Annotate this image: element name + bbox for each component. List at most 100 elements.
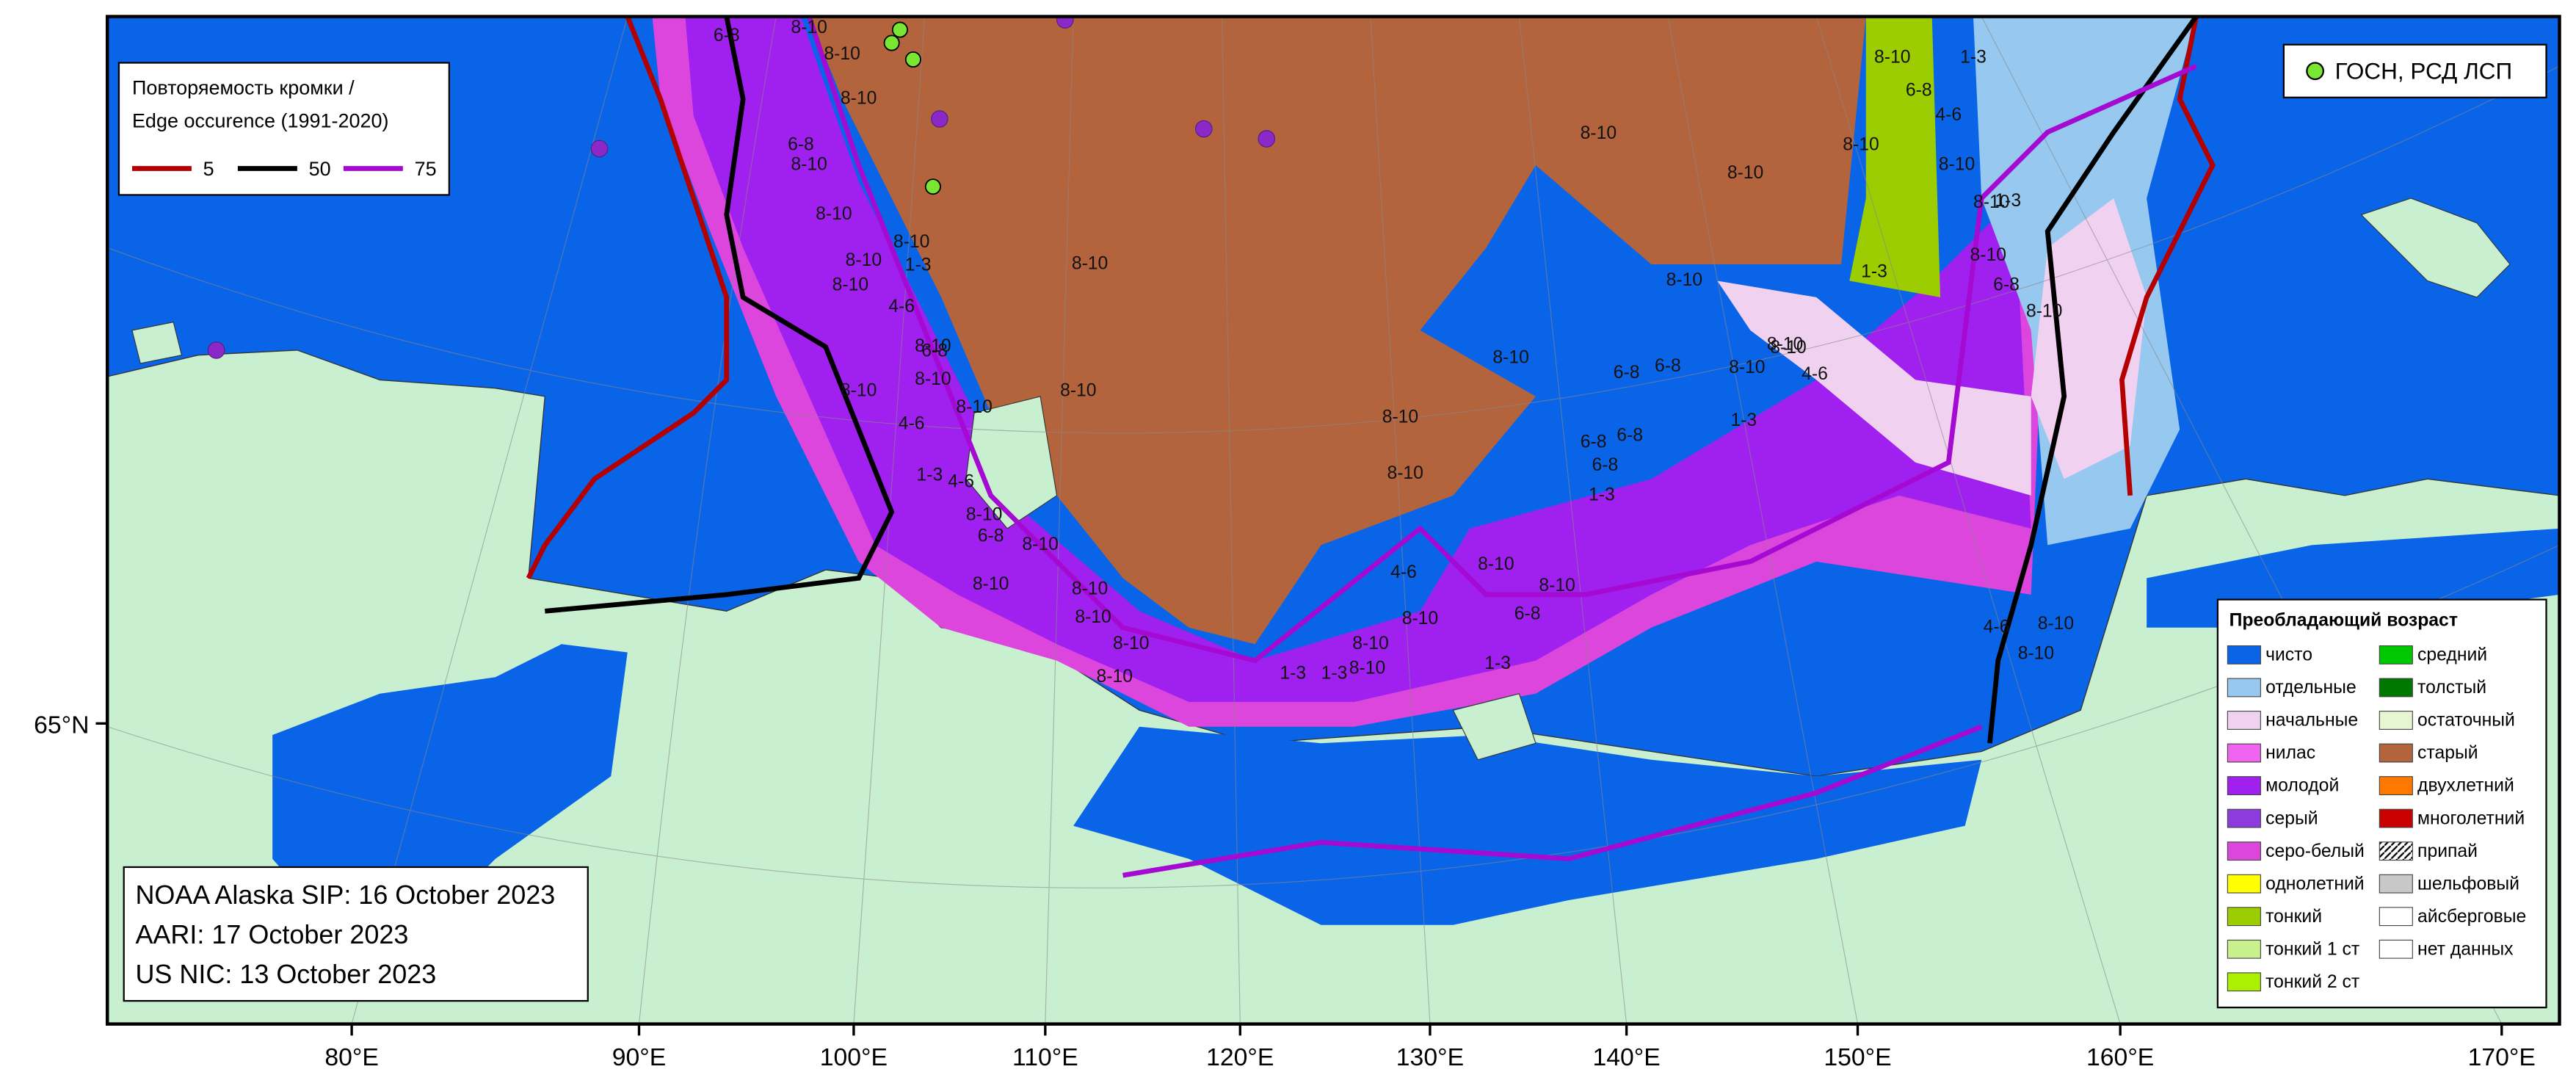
legend-label: тонкий 1 ст: [2265, 939, 2359, 959]
ice-label: 6-8: [1514, 604, 1541, 623]
ice-label: 6-8: [921, 341, 948, 361]
x-label: 130°E: [1396, 1043, 1464, 1071]
legend-marker: [2306, 62, 2324, 81]
edge-legend: Повторяемость кромки / Edge occurence (1…: [117, 62, 450, 196]
edge-5: [526, 16, 730, 579]
legend-swatch: [2227, 874, 2261, 894]
legend-label: 50: [309, 158, 331, 180]
age-legend: Преобладающий возраст чисто отдельные нача…: [2216, 598, 2547, 1009]
legend-label: средний: [2417, 645, 2487, 665]
ice-label: 8-10: [956, 397, 993, 417]
ice-label: 1-3: [1995, 191, 2021, 211]
ice-label: 4-6: [1935, 105, 1962, 125]
points-legend: ГОСН, РСД ЛСП: [2282, 43, 2547, 98]
legend-swatch: [2227, 972, 2261, 992]
ice-label: 6-8: [978, 526, 1004, 546]
legend-items: 5 50 75: [131, 158, 437, 180]
edge-75: [1122, 724, 1983, 878]
legend-label: остаточный: [2417, 711, 2515, 731]
legend-label: нилас: [2265, 743, 2315, 763]
legend-label: толстый: [2417, 678, 2486, 698]
legend-label: отдельные: [2265, 678, 2357, 698]
ice-label: 6-8: [1993, 275, 2020, 295]
ice-label: 8-10: [1382, 408, 1419, 427]
ice-label: 4-6: [1984, 617, 2010, 637]
ice-label: 6-8: [788, 135, 814, 155]
ice-label: 8-10: [1727, 163, 1764, 183]
sea: [1073, 726, 1982, 925]
ice-label: 8-10: [1492, 348, 1529, 368]
legend-label: айсберговые: [2417, 907, 2526, 927]
ice-label: 8-10: [1113, 634, 1150, 653]
x-label: 170°E: [2468, 1043, 2536, 1071]
legend-swatch: [2227, 776, 2261, 796]
legend-swatch: [2227, 645, 2261, 664]
ice-label: 8-10: [1729, 358, 1766, 377]
x-label: 150°E: [1824, 1043, 1891, 1071]
ice-label: 4-6: [1802, 364, 1828, 384]
ice-label: 8-10: [1478, 554, 1514, 574]
ice-label: 1-3: [1960, 47, 1987, 67]
legend-items: чисто отдельные начальные нилас молодой серый…: [2227, 645, 2526, 992]
ice-label: 8-10: [1767, 335, 1804, 355]
edge-5: [2119, 16, 2216, 496]
ice-label: 6-8: [1581, 432, 1607, 452]
legend-label: тонкий: [2265, 907, 2322, 927]
legend-swatch: [2379, 808, 2413, 828]
ice-label: 8-10: [1970, 245, 2006, 265]
x-label: 160°E: [2086, 1043, 2154, 1071]
ice-label: 1-3: [1589, 485, 1615, 504]
y-label: 65°N: [34, 711, 89, 739]
ice-label: 8-10: [1097, 667, 1133, 687]
ice-label: 1-3: [1321, 663, 1348, 683]
thin-ice: [1849, 16, 1940, 297]
legend-swatch: [2227, 678, 2261, 698]
info-line: AARI: 17 October 2023: [135, 919, 408, 949]
ice-label: 8-10: [1666, 270, 1703, 290]
edge-50: [544, 16, 895, 614]
island: [2360, 198, 2511, 298]
legend-box: [117, 62, 450, 196]
legend-swatch: [2379, 841, 2413, 861]
legend-label: 5: [203, 158, 214, 180]
legend-label: ГОСН, РСД ЛСП: [2335, 57, 2513, 84]
legend-swatch: [2379, 776, 2413, 796]
legend-swatch: [2227, 907, 2261, 927]
ice-label: 8-10: [1072, 253, 1109, 273]
legend-label: серо-белый: [2265, 841, 2365, 861]
ice-label: 8-10: [791, 155, 827, 175]
legend-swatch: [2379, 874, 2413, 894]
ice-label: 6-8: [1617, 425, 1643, 445]
legend-label: начальные: [2265, 711, 2358, 731]
legend-label: молодой: [2265, 776, 2339, 796]
legend-swatch: [2227, 711, 2261, 730]
legend-label: серый: [2265, 808, 2318, 828]
drift-stations: [883, 21, 941, 195]
ice-label: 4-6: [899, 414, 925, 434]
legend-swatch: [2379, 678, 2413, 698]
legend-label: многолетний: [2417, 808, 2525, 828]
legend-title: Edge occurence (1991-2020): [132, 110, 389, 132]
legend-swatch: [2379, 907, 2413, 927]
legend-label: тонкий 2 ст: [2265, 972, 2359, 992]
stations: [207, 16, 1276, 359]
legend-label: шельфовый: [2417, 874, 2519, 894]
ice-label: 8-10: [966, 504, 1003, 524]
x-label: 80°E: [324, 1043, 379, 1071]
ice-label: 8-10: [1843, 135, 1879, 155]
young-ice: [685, 16, 2031, 703]
ice-label: 6-8: [1655, 356, 1681, 376]
legend-box: [2282, 43, 2547, 98]
legend-box: [2216, 598, 2547, 1009]
ice-label: 8-10: [915, 336, 951, 356]
legend-title: Повторяемость кромки /: [132, 77, 355, 99]
info-lines: NOAA Alaska SIP: 16 October 2023 AARI: 17…: [135, 880, 555, 989]
edge-50: [1987, 16, 2199, 744]
info-line: US NIC: 13 October 2023: [135, 959, 436, 989]
ice-label: 8-10: [841, 89, 877, 109]
ice-label: 1-3: [1484, 653, 1511, 673]
x-label: 90°E: [612, 1043, 667, 1071]
x-label: 120°E: [1206, 1043, 1274, 1071]
